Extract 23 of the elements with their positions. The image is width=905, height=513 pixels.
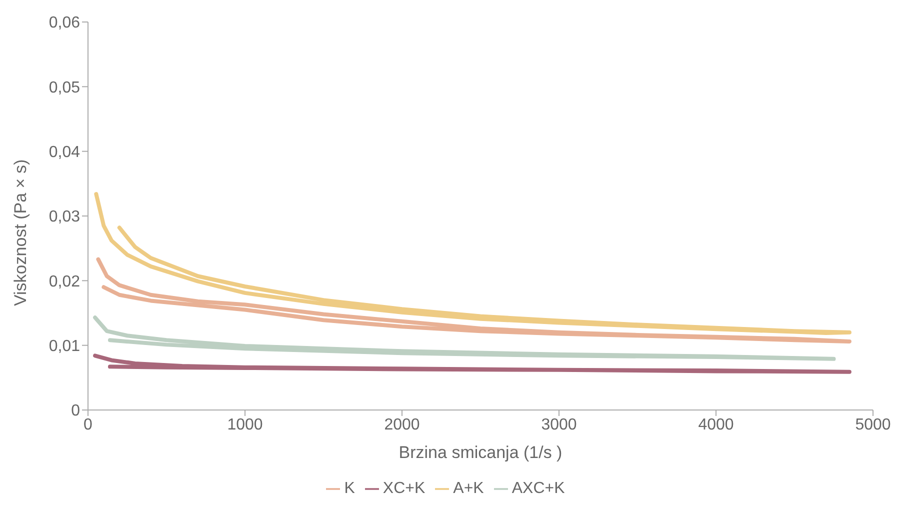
x-tick-label: 5000 — [855, 416, 891, 434]
legend-label: AXC+K — [512, 480, 565, 497]
y-tick-label: 0 — [71, 402, 80, 420]
y-tick-label: 0,03 — [48, 208, 80, 226]
x-tick-label: 3000 — [541, 416, 577, 434]
legend-label: XC+K — [382, 480, 426, 497]
line-series — [93, 354, 852, 374]
y-tick-label: 0,02 — [48, 273, 80, 290]
x-tick-label: 4000 — [698, 416, 734, 434]
line-series — [94, 192, 852, 336]
line-series — [96, 257, 852, 344]
legend-label: A+K — [453, 480, 484, 497]
legend-label: K — [344, 480, 355, 497]
x-tick-label: 0 — [84, 416, 93, 434]
x-tick-label: 1000 — [227, 416, 263, 434]
y-axis-title: Viskoznost (Pa × s) — [11, 159, 30, 306]
x-axis-title: Brzina smicanja (1/s ) — [398, 443, 562, 462]
y-tick-label: 0,04 — [48, 144, 80, 162]
x-tick-label: 2000 — [384, 416, 420, 434]
line-series — [93, 316, 836, 361]
y-tick-label: 0,01 — [48, 338, 80, 356]
y-tick-label: 0,05 — [48, 79, 80, 96]
y-tick-label: 0,06 — [48, 14, 80, 32]
